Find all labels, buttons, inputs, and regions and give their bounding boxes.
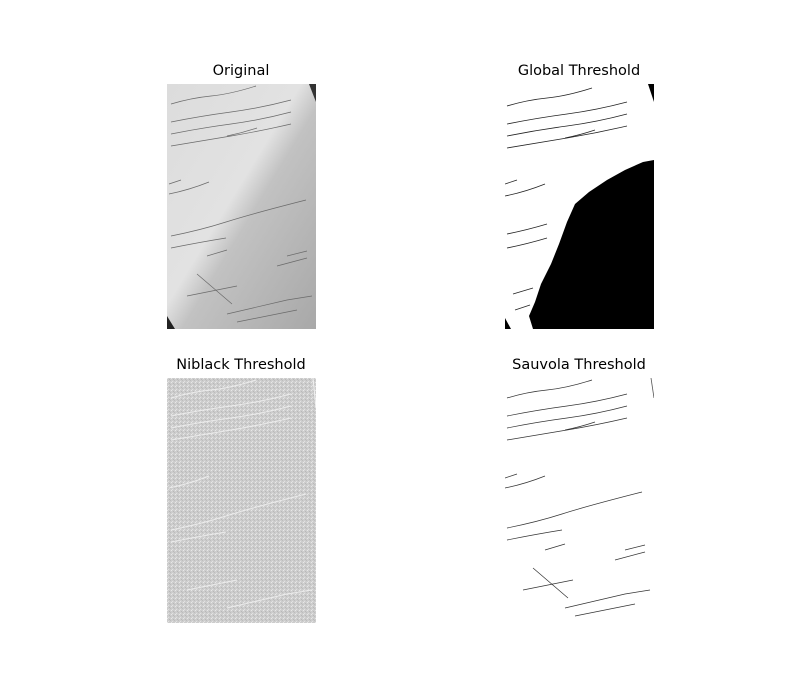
panel-title-niblack-threshold: Niblack Threshold bbox=[176, 357, 306, 373]
panel-title-original: Original bbox=[212, 63, 270, 79]
niblack-threshold-image bbox=[167, 378, 316, 623]
panel-title-sauvola-threshold: Sauvola Threshold bbox=[512, 357, 646, 373]
sauvola-threshold-image bbox=[505, 378, 654, 623]
original-image bbox=[167, 84, 316, 329]
global-threshold-image bbox=[505, 84, 654, 329]
panel-title-global-threshold: Global Threshold bbox=[517, 63, 641, 79]
